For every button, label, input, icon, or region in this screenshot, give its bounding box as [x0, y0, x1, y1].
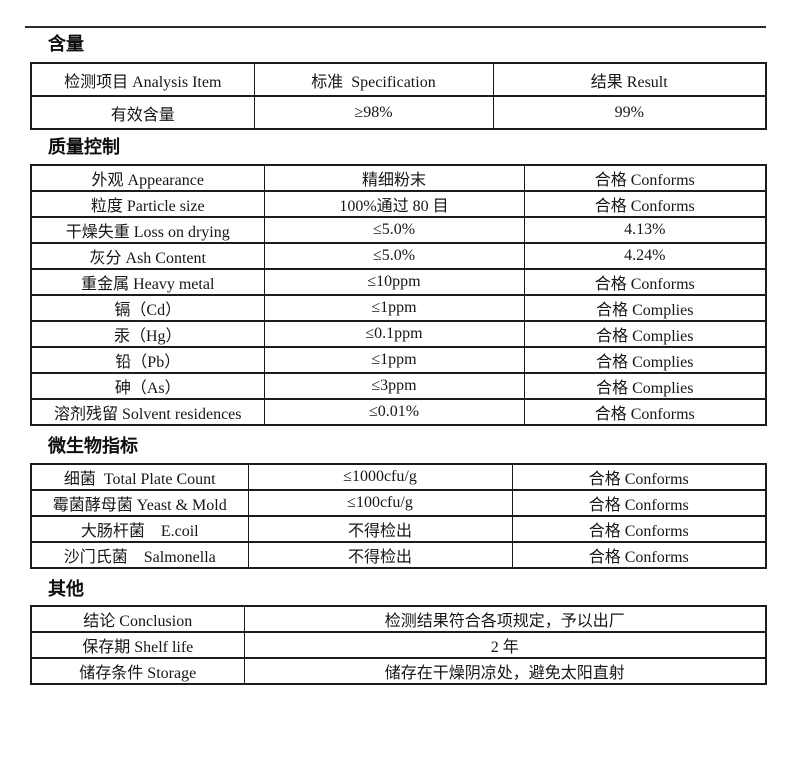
table-row: 镉（Cd） ≤1ppm 合格 Complies: [30, 294, 767, 322]
header-row: 检测项目 Analysis Item 标准 Specification 结果 Res…: [30, 62, 767, 97]
table-row: 大肠杆菌 E.coil 不得检出 合格 Conforms: [30, 515, 767, 543]
table-row: 结论 Conclusion 检测结果符合各项规定，予以出厂: [30, 605, 767, 633]
table-cell: 合格 Complies: [523, 320, 767, 348]
table-row: 粒度 Particle size 100%通过 80 目合格 Conforms: [30, 190, 767, 218]
table-cell: 有效含量: [30, 95, 255, 130]
table-row: 有效含量 ≥98% 99%: [30, 95, 767, 130]
table-cell: 大肠杆菌 E.coil: [30, 515, 249, 543]
table-cell: 不得检出: [247, 515, 513, 543]
table-row: 沙门氏菌 Salmonella 不得检出 合格 Conforms: [30, 541, 767, 569]
table-cell: 保存期 Shelf life: [30, 631, 245, 659]
table-cell: 合格 Conforms: [511, 515, 767, 543]
table-cell: 溶剂残留 Solvent residences: [30, 398, 265, 426]
table-row: 霉菌酵母菌 Yeast & Mold ≤100cfu/g 合格 Conforms: [30, 489, 767, 517]
table-cell: 合格 Conforms: [511, 489, 767, 517]
section-heading-content: 含量: [48, 34, 84, 54]
section-heading-quality-control: 质量控制: [48, 137, 120, 157]
table-cell: 合格 Conforms: [523, 190, 767, 218]
table-cell: 沙门氏菌 Salmonella: [30, 541, 249, 569]
table-cell: ≤100cfu/g: [247, 489, 513, 517]
table-cell: ≤10ppm: [263, 268, 525, 296]
table-cell: ≥98%: [253, 95, 494, 130]
table-row: 保存期 Shelf life 2 年: [30, 631, 767, 659]
table-cell: 合格 Complies: [523, 346, 767, 374]
column-header: 结果 Result: [492, 62, 767, 97]
table-cell: 合格 Conforms: [523, 268, 767, 296]
table-row: 铅（Pb） ≤1ppm 合格 Complies: [30, 346, 767, 374]
table-cell: 霉菌酵母菌 Yeast & Mold: [30, 489, 249, 517]
section-heading-other: 其他: [48, 579, 84, 599]
table-cell: ≤3ppm: [263, 372, 525, 400]
table-cell: 4.24%: [523, 242, 767, 270]
table-cell: ≤5.0%: [263, 216, 525, 244]
column-header: 检测项目 Analysis Item: [30, 62, 255, 97]
table-cell: ≤0.01%: [263, 398, 525, 426]
table-cell: ≤0.1ppm: [263, 320, 525, 348]
content-table: 检测项目 Analysis Item 标准 Specification 结果 Res…: [30, 62, 767, 130]
table-row: 外观 Appearance 精细粉末 合格 Conforms: [30, 164, 767, 192]
quality-control-table: 外观 Appearance 精细粉末 合格 Conforms 粒度 Particle …: [30, 164, 767, 426]
section-content: 含量 检测项目 Analysis Item 标准 Specification 结果 …: [0, 33, 800, 130]
table-cell: 粒度 Particle size: [30, 190, 265, 218]
table-cell: 合格 Conforms: [523, 164, 767, 192]
table-cell: 100%通过 80 目: [263, 190, 525, 218]
table-cell: 精细粉末: [263, 164, 525, 192]
section-microbiological: 微生物指标 细菌 Total Plate Count ≤1000cfu/g 合格 C…: [0, 435, 800, 569]
table-cell: 2 年: [243, 631, 767, 659]
table-cell: 合格 Conforms: [523, 398, 767, 426]
other-table: 结论 Conclusion 检测结果符合各项规定，予以出厂 保存期 Shelf li…: [30, 605, 767, 685]
table-row: 灰分 Ash Content ≤5.0% 4.24%: [30, 242, 767, 270]
table-cell: 结论 Conclusion: [30, 605, 245, 633]
table-row: 砷（As） ≤3ppm 合格 Complies: [30, 372, 767, 400]
table-cell: 检测结果符合各项规定，予以出厂: [243, 605, 767, 633]
table-cell: 细菌 Total Plate Count: [30, 463, 249, 491]
table-cell: 4.13%: [523, 216, 767, 244]
table-cell: 铅（Pb）: [30, 346, 265, 374]
top-rule: [25, 26, 766, 28]
table-row: 重金属 Heavy metal ≤10ppm 合格 Conforms: [30, 268, 767, 296]
table-cell: 砷（As）: [30, 372, 265, 400]
table-cell: 镉（Cd）: [30, 294, 265, 322]
table-cell: ≤1ppm: [263, 346, 525, 374]
table-cell: ≤1000cfu/g: [247, 463, 513, 491]
table-row: 干燥失重 Loss on drying ≤5.0% 4.13%: [30, 216, 767, 244]
table-row: 溶剂残留 Solvent residences ≤0.01% 合格 Conforms: [30, 398, 767, 426]
table-row: 储存条件 Storage 储存在干燥阴凉处，避免太阳直射: [30, 657, 767, 685]
table-row: 细菌 Total Plate Count ≤1000cfu/g 合格 Conform…: [30, 463, 767, 491]
table-cell: 合格 Conforms: [511, 541, 767, 569]
table-cell: 合格 Complies: [523, 372, 767, 400]
table-cell: 外观 Appearance: [30, 164, 265, 192]
table-cell: 储存条件 Storage: [30, 657, 245, 685]
table-cell: ≤1ppm: [263, 294, 525, 322]
table-cell: 不得检出: [247, 541, 513, 569]
section-other: 其他 结论 Conclusion 检测结果符合各项规定，予以出厂 保存期 Shelf…: [0, 578, 800, 685]
column-header: 标准 Specification: [253, 62, 494, 97]
section-quality-control: 质量控制 外观 Appearance 精细粉末 合格 Conforms 粒度 Part…: [0, 136, 800, 426]
section-heading-microbiological: 微生物指标: [48, 436, 138, 456]
table-cell: 储存在干燥阴凉处，避免太阳直射: [243, 657, 767, 685]
table-cell: ≤5.0%: [263, 242, 525, 270]
coa-document: 含量 检测项目 Analysis Item 标准 Specification 结果 …: [0, 26, 800, 685]
table-row: 汞（Hg） ≤0.1ppm 合格 Complies: [30, 320, 767, 348]
table-cell: 合格 Conforms: [511, 463, 767, 491]
table-cell: 合格 Complies: [523, 294, 767, 322]
table-cell: 干燥失重 Loss on drying: [30, 216, 265, 244]
table-cell: 灰分 Ash Content: [30, 242, 265, 270]
table-cell: 汞（Hg）: [30, 320, 265, 348]
table-cell: 99%: [492, 95, 767, 130]
microbiological-table: 细菌 Total Plate Count ≤1000cfu/g 合格 Conform…: [30, 463, 767, 569]
table-cell: 重金属 Heavy metal: [30, 268, 265, 296]
